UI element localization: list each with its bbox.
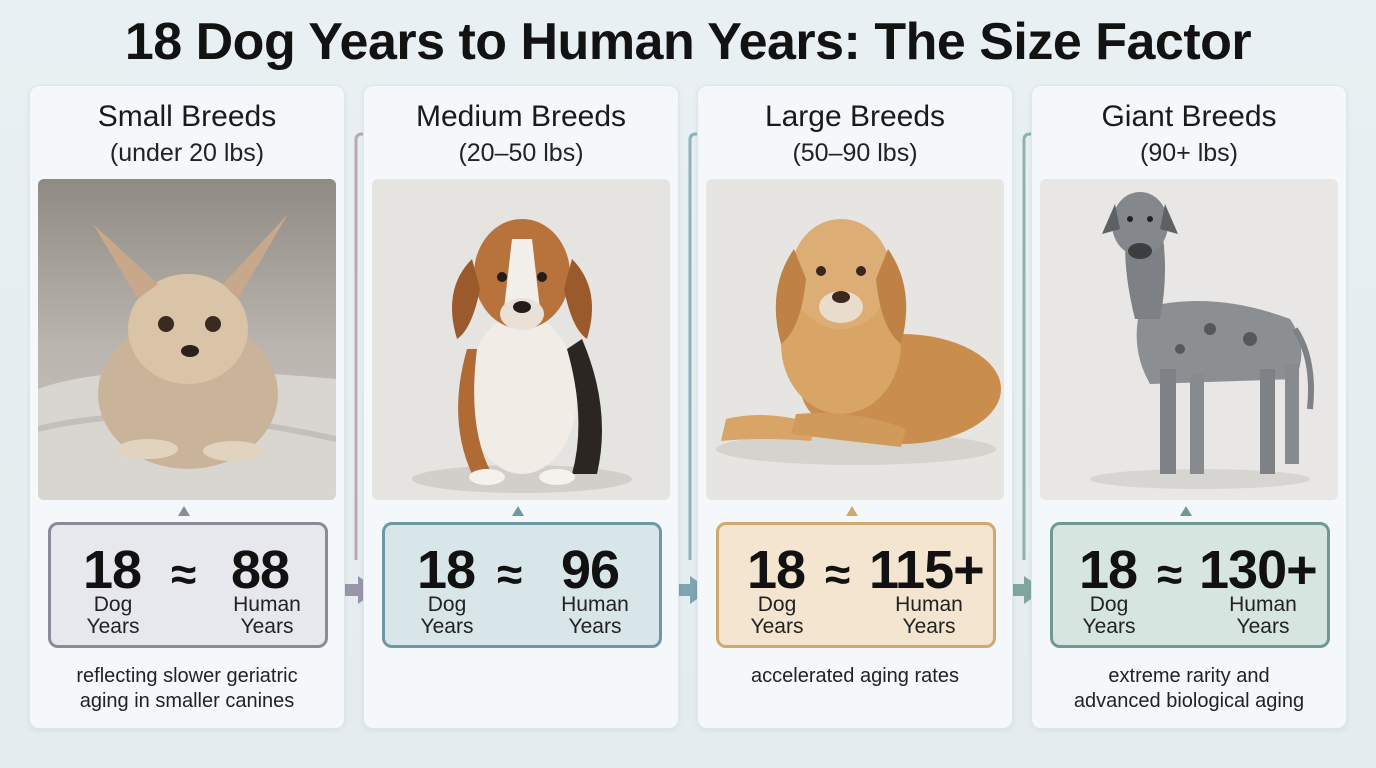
note-line1: reflecting slower geriatric: [76, 665, 298, 687]
dog-years-label: Dog Years: [73, 594, 153, 638]
human-years-value: 96: [561, 540, 620, 600]
card-subtitle: (50–90 lbs): [792, 139, 918, 167]
approx-symbol: ≈: [497, 548, 523, 600]
page-title: 18 Dog Years to Human Years: The Size Fa…: [124, 13, 1252, 71]
card-title: Giant Breeds: [1101, 100, 1277, 133]
dog-label-line1: Dog: [1089, 593, 1129, 616]
dog-years-value: 18: [417, 540, 476, 600]
dog-label-line1: Dog: [93, 593, 133, 616]
age-conversion-box: 18 ≈ 130+ Dog Years Human Years: [1050, 522, 1330, 648]
dog-years-value: 18: [1079, 540, 1138, 600]
card-subtitle: (90+ lbs): [1140, 139, 1238, 167]
card-title: Large Breeds: [764, 100, 946, 133]
caret-up-icon: [178, 506, 190, 516]
human-years-label: Human Years: [885, 594, 973, 638]
dog-years-value: 18: [83, 540, 142, 600]
human-label-line1: Human: [1229, 593, 1297, 616]
card-title: Medium Breeds: [415, 100, 627, 133]
note-line2: aging in smaller canines: [79, 690, 295, 712]
card-small-breeds: Small Breeds (under 20 lbs) 18 ≈ 88: [29, 85, 345, 729]
human-years-label: Human Years: [551, 594, 639, 638]
human-years-value: 130+: [1199, 540, 1318, 600]
chihuahua-photo: [38, 179, 336, 500]
golden-retriever-photo: [706, 179, 1004, 500]
human-label-line1: Human: [561, 593, 629, 616]
age-conversion-box: 18 ≈ 96 Dog Years Human Years: [382, 522, 662, 648]
dog-label-line2: Years: [86, 615, 140, 638]
card-note: reflecting slower geriatric aging in sma…: [30, 664, 344, 714]
dog-years-label: Dog Years: [737, 594, 817, 638]
great-dane-photo: [1040, 179, 1338, 500]
card-title: Small Breeds: [97, 100, 277, 133]
approx-symbol: ≈: [171, 548, 197, 600]
card-giant-breeds: Giant Breeds (90+ lbs) 18 ≈ 130+: [1031, 85, 1347, 729]
human-label-line2: Years: [902, 615, 956, 638]
dog-label-line2: Years: [420, 615, 474, 638]
human-years-value: 115+: [869, 540, 985, 600]
caret-up-icon: [1180, 506, 1192, 516]
beagle-photo: [372, 179, 670, 500]
approx-symbol: ≈: [825, 548, 851, 600]
human-label-line2: Years: [1236, 615, 1290, 638]
approx-symbol: ≈: [1157, 548, 1183, 600]
card-note: extreme rarity and advanced biological a…: [1032, 664, 1346, 714]
age-conversion-box: 18 ≈ 88 Dog Years Human Years: [48, 522, 328, 648]
card-medium-breeds: Medium Breeds (20–50 lbs) 18 ≈ 96 Dog Ye…: [363, 85, 679, 729]
caret-up-icon: [512, 506, 524, 516]
note-line1: accelerated aging rates: [751, 665, 959, 687]
human-years-label: Human Years: [1219, 594, 1307, 638]
dog-label-line2: Years: [1082, 615, 1136, 638]
note-line1: extreme rarity and: [1108, 665, 1270, 687]
card-subtitle: (under 20 lbs): [109, 139, 265, 167]
card-large-breeds: Large Breeds (50–90 lbs) 18 ≈ 115+ Dog Y…: [697, 85, 1013, 729]
note-line2: advanced biological aging: [1073, 690, 1305, 712]
age-conversion-box: 18 ≈ 115+ Dog Years Human Years: [716, 522, 996, 648]
card-subtitle: (20–50 lbs): [458, 139, 584, 167]
human-label-line2: Years: [568, 615, 622, 638]
card-note: accelerated aging rates: [698, 664, 1012, 689]
dog-label-line2: Years: [750, 615, 804, 638]
dog-years-label: Dog Years: [407, 594, 487, 638]
dog-label-line1: Dog: [757, 593, 797, 616]
human-label-line1: Human: [895, 593, 963, 616]
human-label-line2: Years: [240, 615, 294, 638]
caret-up-icon: [846, 506, 858, 516]
dog-label-line1: Dog: [427, 593, 467, 616]
dog-years-label: Dog Years: [1069, 594, 1149, 638]
dog-years-value: 18: [747, 540, 806, 600]
human-years-label: Human Years: [223, 594, 311, 638]
human-label-line1: Human: [233, 593, 301, 616]
human-years-value: 88: [231, 540, 290, 600]
